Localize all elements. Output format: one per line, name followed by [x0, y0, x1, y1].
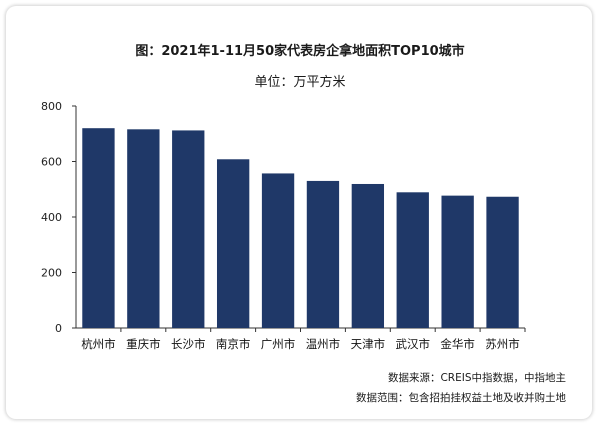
bar-9 — [441, 195, 474, 328]
y-tick-label: 800 — [41, 100, 62, 113]
x-category-label: 武汉市 — [396, 337, 431, 351]
bars — [82, 128, 519, 328]
y-tick-label: 200 — [41, 267, 62, 280]
bar-10 — [486, 196, 519, 328]
bar-5 — [261, 173, 295, 328]
x-category-label: 金华市 — [440, 337, 475, 351]
scope-note: 数据范围：包含招拍挂权益土地及收并购土地 — [356, 392, 566, 404]
x-category-label: 苏州市 — [485, 337, 520, 351]
x-axis-labels: 杭州市 重庆市 长沙市 南京市 广州市 温州市 天津市 武汉市 金华市 苏州市 — [81, 328, 526, 351]
y-tick-label: 400 — [41, 211, 62, 224]
x-category-label: 温州市 — [306, 337, 341, 351]
bar-4 — [216, 159, 250, 328]
y-axis-ticks: 0 200 400 600 800 — [41, 100, 76, 335]
x-category-label: 重庆市 — [126, 337, 161, 351]
x-category-label: 南京市 — [216, 337, 251, 351]
bar-2 — [127, 129, 160, 328]
x-category-label: 天津市 — [351, 337, 386, 351]
bar-1 — [82, 128, 115, 328]
x-category-label: 长沙市 — [171, 337, 206, 351]
bar-8 — [396, 192, 429, 328]
x-category-label: 广州市 — [261, 337, 296, 351]
y-tick-label: 0 — [55, 322, 62, 335]
chart-title: 图：2021年1-11月50家代表房企拿地面积TOP10城市 — [135, 44, 465, 59]
chart-subtitle: 单位：万平方米 — [254, 75, 346, 90]
bar-7 — [351, 183, 385, 328]
source-note: 数据来源：CREIS中指数据，中指地主 — [387, 372, 566, 384]
bar-3 — [172, 130, 205, 328]
bar-6 — [306, 180, 340, 328]
x-category-label: 杭州市 — [81, 337, 116, 351]
y-tick-label: 600 — [41, 156, 62, 169]
